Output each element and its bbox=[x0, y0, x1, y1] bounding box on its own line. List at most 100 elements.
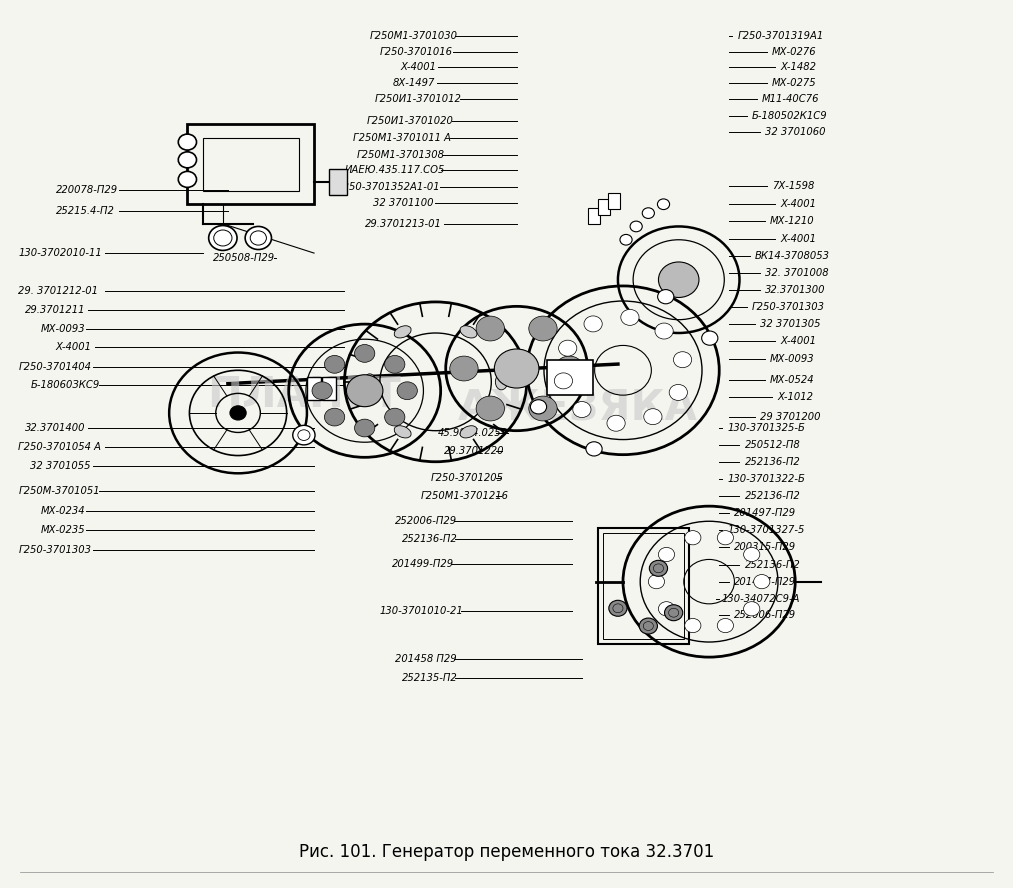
Text: 252135-П2: 252135-П2 bbox=[402, 672, 458, 683]
Text: Г250М-3701051: Г250М-3701051 bbox=[18, 486, 100, 496]
Circle shape bbox=[385, 408, 405, 426]
Text: МХ-1210: МХ-1210 bbox=[770, 216, 814, 226]
Text: Г250-3701303: Г250-3701303 bbox=[752, 302, 825, 313]
Text: 29.3701213-01: 29.3701213-01 bbox=[365, 218, 442, 229]
Text: 29.3701211: 29.3701211 bbox=[25, 305, 86, 315]
Text: 252136-П2: 252136-П2 bbox=[745, 456, 800, 467]
Text: М11-40С76: М11-40С76 bbox=[762, 94, 820, 105]
Circle shape bbox=[312, 382, 332, 400]
Circle shape bbox=[754, 575, 770, 589]
Text: Б-180502К1С9: Б-180502К1С9 bbox=[752, 111, 828, 122]
Circle shape bbox=[355, 419, 375, 437]
Circle shape bbox=[385, 355, 405, 373]
Ellipse shape bbox=[460, 425, 477, 438]
Circle shape bbox=[346, 375, 383, 407]
Circle shape bbox=[674, 352, 692, 368]
Bar bbox=[322, 377, 336, 400]
Circle shape bbox=[685, 531, 701, 545]
Circle shape bbox=[230, 406, 246, 420]
Text: МХ-0093: МХ-0093 bbox=[770, 353, 814, 364]
Text: 130-34072С9-А: 130-34072С9-А bbox=[721, 593, 799, 604]
Text: 7Х-1598: 7Х-1598 bbox=[772, 181, 814, 192]
Circle shape bbox=[655, 323, 674, 339]
Circle shape bbox=[355, 345, 375, 362]
Text: 201497-П29: 201497-П29 bbox=[734, 508, 796, 519]
Circle shape bbox=[744, 602, 760, 616]
Text: 200315-П29: 200315-П29 bbox=[734, 542, 796, 552]
Text: ПЛАНЕТ: ПЛАНЕТ bbox=[207, 374, 401, 416]
Text: Г250И1-3701012: Г250И1-3701012 bbox=[375, 94, 462, 105]
Text: Г250-3701404: Г250-3701404 bbox=[18, 361, 91, 372]
Circle shape bbox=[644, 408, 663, 424]
Text: Х-4001: Х-4001 bbox=[780, 234, 816, 244]
Text: Х-4001: Х-4001 bbox=[56, 342, 92, 353]
Text: 201458 П29: 201458 П29 bbox=[395, 654, 457, 664]
Text: 252136-П2: 252136-П2 bbox=[745, 490, 800, 501]
Text: 32 3701060: 32 3701060 bbox=[765, 127, 826, 138]
Circle shape bbox=[649, 560, 668, 576]
Text: 29.3701220: 29.3701220 bbox=[444, 446, 504, 456]
Text: МХ-0234: МХ-0234 bbox=[41, 505, 85, 516]
Text: 45.9824.0259: 45.9824.0259 bbox=[438, 428, 508, 439]
Circle shape bbox=[555, 356, 583, 381]
Circle shape bbox=[554, 373, 572, 389]
Text: Х-1012: Х-1012 bbox=[777, 392, 813, 402]
Circle shape bbox=[586, 441, 602, 456]
Circle shape bbox=[639, 618, 657, 634]
Text: 252006-П29: 252006-П29 bbox=[395, 516, 457, 527]
Text: МХ-0275: МХ-0275 bbox=[772, 78, 816, 89]
Text: 220078-П29: 220078-П29 bbox=[56, 185, 118, 195]
Circle shape bbox=[450, 356, 478, 381]
Circle shape bbox=[572, 401, 591, 417]
Text: 201499-П29: 201499-П29 bbox=[392, 559, 454, 569]
Text: 32 3701100: 32 3701100 bbox=[373, 198, 434, 209]
Text: 130-3701327-5: 130-3701327-5 bbox=[727, 525, 804, 535]
Text: 32. 3701008: 32. 3701008 bbox=[765, 267, 829, 278]
Circle shape bbox=[670, 385, 688, 400]
Text: Г250-3701054 А: Г250-3701054 А bbox=[18, 441, 101, 452]
Bar bbox=[608, 193, 620, 209]
Circle shape bbox=[642, 208, 654, 218]
Circle shape bbox=[476, 396, 504, 421]
Circle shape bbox=[531, 400, 547, 414]
Circle shape bbox=[630, 221, 642, 232]
Text: МХ-0276: МХ-0276 bbox=[772, 46, 816, 57]
Bar bbox=[187, 124, 314, 204]
Text: ИАЕЮ.435.117.СО5: ИАЕЮ.435.117.СО5 bbox=[344, 165, 445, 176]
Text: 130-3701325-Б: 130-3701325-Б bbox=[727, 423, 805, 433]
Text: 252136-П2: 252136-П2 bbox=[745, 559, 800, 570]
Circle shape bbox=[397, 382, 417, 400]
Text: Г250-3701303: Г250-3701303 bbox=[18, 544, 91, 555]
Circle shape bbox=[657, 289, 674, 304]
Text: Г250-3701319А1: Г250-3701319А1 bbox=[737, 30, 824, 41]
Text: 29 3701200: 29 3701200 bbox=[760, 412, 821, 423]
Text: Г250И1-3701020: Г250И1-3701020 bbox=[367, 115, 454, 126]
Bar bbox=[203, 138, 299, 191]
Circle shape bbox=[657, 199, 670, 210]
Circle shape bbox=[609, 600, 627, 616]
Text: 25215.4-П2: 25215.4-П2 bbox=[56, 206, 114, 217]
Ellipse shape bbox=[394, 326, 411, 338]
Text: Г250М1-3701308: Г250М1-3701308 bbox=[357, 149, 445, 160]
Text: МХ-0093: МХ-0093 bbox=[41, 323, 85, 334]
Text: 252136-П2: 252136-П2 bbox=[402, 534, 458, 544]
Text: 29. 3701212-01: 29. 3701212-01 bbox=[18, 286, 98, 297]
Text: Б-18060ЗКС9: Б-18060ЗКС9 bbox=[30, 380, 99, 391]
Circle shape bbox=[494, 349, 539, 388]
Circle shape bbox=[178, 134, 197, 150]
Bar bbox=[307, 377, 321, 400]
Text: Г250М1-3701216: Г250М1-3701216 bbox=[420, 490, 509, 501]
Text: 8Х-1497: 8Х-1497 bbox=[393, 78, 436, 89]
Text: МХ-0235: МХ-0235 bbox=[41, 525, 85, 535]
Text: Х-1482: Х-1482 bbox=[780, 62, 816, 73]
Text: 130-3701322-Б: 130-3701322-Б bbox=[727, 473, 805, 484]
Circle shape bbox=[685, 618, 701, 632]
Bar bbox=[598, 199, 610, 215]
Text: 32.3701400: 32.3701400 bbox=[25, 423, 86, 433]
Text: Г250-3701016: Г250-3701016 bbox=[380, 46, 453, 57]
Circle shape bbox=[620, 234, 632, 245]
Text: АЖЕЗЯКА: АЖЕЗЯКА bbox=[458, 387, 697, 430]
Circle shape bbox=[658, 602, 675, 616]
Ellipse shape bbox=[495, 374, 508, 390]
Circle shape bbox=[607, 416, 625, 432]
